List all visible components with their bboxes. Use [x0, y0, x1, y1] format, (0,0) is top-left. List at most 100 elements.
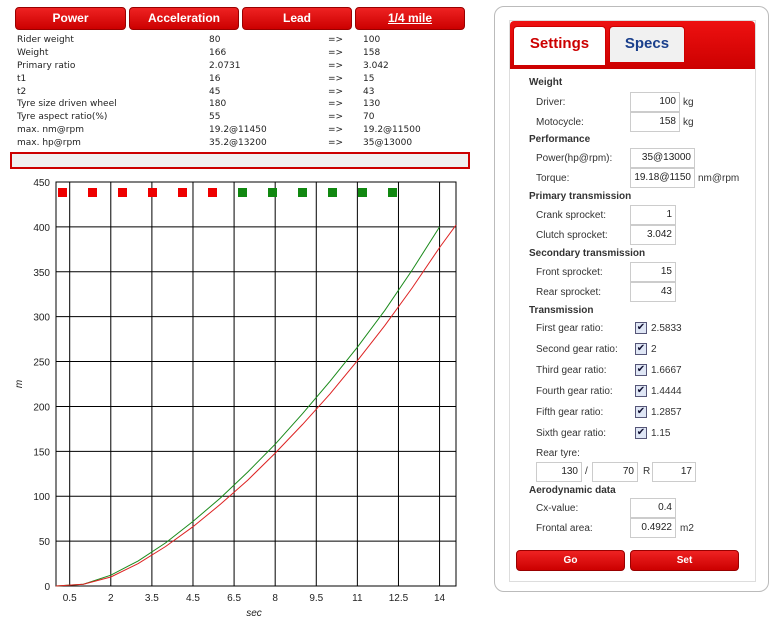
front-sprocket-label: Front sprocket:	[536, 267, 603, 278]
series-line-green	[55, 226, 441, 587]
power-input[interactable]: 35@13000	[630, 148, 695, 168]
gear-ratio-value: 1.4444	[651, 386, 682, 397]
arrow: =>	[328, 35, 344, 46]
y-tick-label: 50	[39, 537, 51, 548]
row-label: Rider weight	[17, 35, 74, 46]
arrow: =>	[328, 112, 344, 123]
new-value: 19.2@11500	[363, 124, 421, 135]
comparison-row: Primary ratio 2.0731 => 3.042	[17, 60, 443, 73]
go-button[interactable]: Go	[516, 550, 625, 571]
gear-ratio-label: Third gear ratio:	[536, 365, 607, 376]
x-axis-label: sec	[246, 608, 262, 619]
gear-ratio-value: 2	[651, 344, 657, 355]
tyre-separator-r: R	[643, 466, 651, 477]
comparison-row: Tyre size driven wheel 180 => 130	[17, 98, 443, 111]
plot-area	[55, 181, 457, 587]
series-line-red	[55, 224, 457, 587]
y-tick-label: 150	[33, 447, 50, 458]
front-sprocket-input[interactable]: 15	[630, 262, 676, 282]
comparison-row: max. nm@rpm 19.2@11450 => 19.2@11500	[17, 124, 443, 137]
current-value: 45	[209, 86, 221, 97]
x-tick-label: 4.5	[186, 593, 200, 604]
clutch-sprocket-label: Clutch sprocket:	[536, 230, 608, 241]
current-value: 35.2@13200	[209, 137, 267, 148]
driver-unit: kg	[683, 97, 694, 108]
cx-label: Cx-value:	[536, 503, 579, 514]
gear-shift-marker	[238, 188, 247, 197]
arrow: =>	[328, 137, 344, 148]
tab-quarter-mile[interactable]: 1/4 mile	[355, 7, 465, 30]
gear-shift-marker	[208, 188, 217, 197]
torque-input[interactable]: 19.18@1150	[630, 168, 695, 188]
rear-tyre-label: Rear tyre:	[536, 448, 580, 459]
torque-unit: nm@rpm	[698, 173, 740, 184]
row-label: max. nm@rpm	[17, 124, 84, 135]
weight-heading: Weight	[529, 77, 563, 88]
progress-bar	[10, 152, 470, 169]
y-tick-label: 100	[33, 492, 50, 503]
new-value: 35@13000	[363, 137, 413, 148]
driver-weight-input[interactable]: 100	[630, 92, 680, 112]
motorcycle-unit: kg	[683, 117, 694, 128]
comparison-row: Weight 166 => 158	[17, 47, 443, 60]
row-label: t2	[17, 86, 27, 97]
gear-ratio-value: 1.15	[651, 428, 671, 439]
tyre-separator-slash: /	[585, 466, 588, 477]
gear-ratio-checkbox[interactable]: ✔	[635, 385, 647, 397]
gear-ratio-value: 1.2857	[651, 407, 682, 418]
x-tick-label: 3.5	[145, 593, 159, 604]
panel-header-bar: Settings Specs	[510, 21, 755, 69]
gear-ratio-value: 1.6667	[651, 365, 682, 376]
arrow: =>	[328, 99, 344, 110]
new-value: 70	[363, 112, 375, 123]
frontal-area-label: Frontal area:	[536, 523, 593, 534]
gear-ratio-checkbox[interactable]: ✔	[635, 364, 647, 376]
row-label: t1	[17, 73, 27, 84]
tyre-rim-input[interactable]: 17	[652, 462, 696, 482]
clutch-sprocket-input[interactable]: 3.042	[630, 225, 676, 245]
row-label: Primary ratio	[17, 60, 76, 71]
tab-power[interactable]: Power	[15, 7, 126, 30]
y-tick-label: 250	[33, 358, 50, 369]
arrow: =>	[328, 86, 344, 97]
new-value: 15	[363, 73, 375, 84]
gear-ratio-checkbox[interactable]: ✔	[635, 343, 647, 355]
y-tick-label: 450	[33, 178, 50, 189]
gear-ratio-checkbox[interactable]: ✔	[635, 322, 647, 334]
gear-ratio-checkbox[interactable]: ✔	[635, 406, 647, 418]
gear-ratio-checkbox[interactable]: ✔	[635, 427, 647, 439]
x-tick-label: 6.5	[227, 593, 241, 604]
gear-shift-marker	[58, 188, 67, 197]
primary-transmission-heading: Primary transmission	[529, 191, 632, 202]
motorcycle-label: Motocycle:	[536, 117, 584, 128]
tab-settings[interactable]: Settings	[513, 26, 606, 65]
row-label: Tyre size driven wheel	[17, 99, 117, 110]
y-tick-label: 400	[33, 223, 50, 234]
tyre-ratio-input[interactable]: 70	[592, 462, 638, 482]
crank-sprocket-input[interactable]: 1	[630, 205, 676, 225]
y-tick-label: 200	[33, 402, 50, 413]
x-tick-label: 14	[434, 593, 446, 604]
cx-input[interactable]: 0.4	[630, 498, 676, 518]
settings-panel: Settings Specs Weight Driver: 100 kg Mot…	[494, 6, 769, 592]
motorcycle-weight-input[interactable]: 158	[630, 112, 680, 132]
gear-ratio-label: First gear ratio:	[536, 323, 604, 334]
set-button[interactable]: Set	[630, 550, 739, 571]
tab-lead[interactable]: Lead	[242, 7, 352, 30]
gear-ratio-label: Fourth gear ratio:	[536, 386, 613, 397]
new-value: 158	[363, 48, 381, 59]
new-value: 43	[363, 86, 375, 97]
gear-shift-marker	[328, 188, 337, 197]
x-tick-label: 12.5	[389, 593, 409, 604]
transmission-heading: Transmission	[529, 305, 594, 316]
gear-shift-marker	[298, 188, 307, 197]
gear-shift-marker	[148, 188, 157, 197]
tyre-width-input[interactable]: 130	[536, 462, 582, 482]
gear-ratio-label: Fifth gear ratio:	[536, 407, 604, 418]
gear-shift-marker	[388, 188, 397, 197]
frontal-area-input[interactable]: 0.4922	[630, 518, 676, 538]
rear-sprocket-input[interactable]: 43	[630, 282, 676, 302]
y-tick-label: 350	[33, 268, 50, 279]
tab-acceleration[interactable]: Acceleration	[129, 7, 239, 30]
tab-specs[interactable]: Specs	[609, 26, 685, 62]
